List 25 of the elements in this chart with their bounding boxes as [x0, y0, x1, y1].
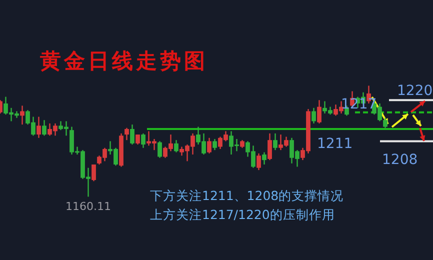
candlestick: [273, 132, 278, 151]
candlestick: [92, 164, 96, 182]
candlestick: [158, 140, 162, 158]
candlestick: [124, 127, 129, 141]
candlestick: [268, 132, 272, 161]
candlestick: [262, 152, 266, 166]
candlestick: [130, 124, 134, 146]
text: 1160.11: [66, 200, 111, 213]
chart-title: 黄金日线走势图: [39, 48, 208, 73]
candlestick: [136, 134, 140, 146]
text: 上方关注1217/1220的压制作用: [150, 207, 335, 222]
annotation: 1208: [382, 152, 418, 168]
candlestick: [20, 105, 24, 126]
candlestick: [212, 138, 217, 151]
candlestick: [312, 107, 316, 124]
annotation: 1220: [397, 83, 433, 100]
candlestick: [174, 139, 178, 153]
candlestick: [36, 116, 41, 138]
candlestick: [42, 120, 46, 136]
candlestick: [141, 132, 146, 148]
candlestick: [317, 100, 322, 124]
annotation: 下方关注1211、1208的支撑情况: [150, 188, 344, 203]
candlestick: [207, 137, 212, 154]
candlestick: [256, 152, 261, 171]
annotation: 1211: [317, 136, 353, 152]
